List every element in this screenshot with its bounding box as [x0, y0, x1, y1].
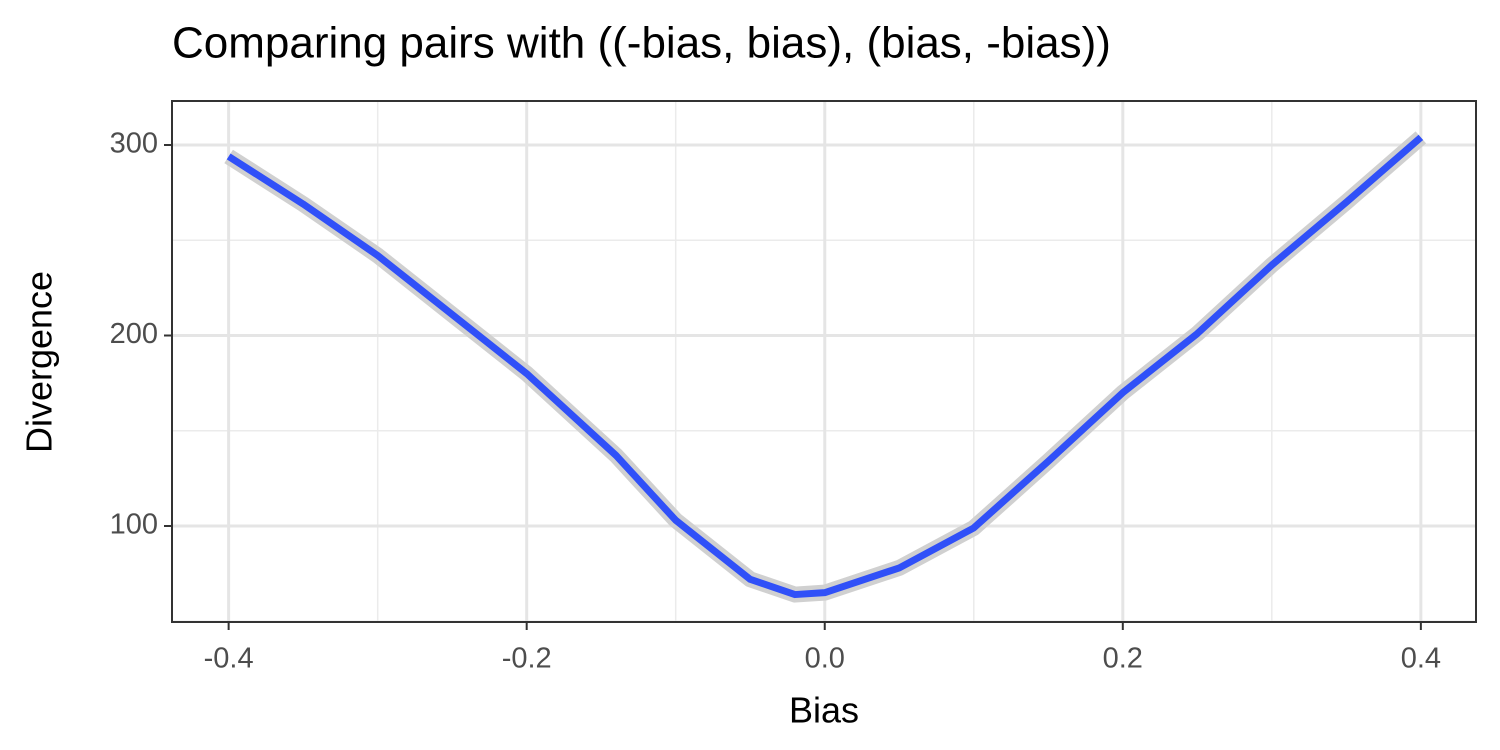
y-tick-label: 200	[110, 318, 158, 350]
y-axis-title: Divergence	[19, 271, 60, 453]
y-tick-label: 300	[110, 128, 158, 160]
x-axis-title: Bias	[789, 690, 859, 731]
y-tick-label: 100	[110, 509, 158, 541]
x-tick-label: -0.2	[502, 643, 552, 675]
x-tick-label: 0.2	[1103, 643, 1143, 675]
x-tick-label: 0.0	[805, 643, 845, 675]
chart-title: Comparing pairs with ((-bias, bias), (bi…	[172, 19, 1111, 68]
x-tick-label: -0.4	[204, 643, 254, 675]
x-tick-label: 0.4	[1401, 643, 1441, 675]
line	[226, 134, 1424, 599]
plot-border	[171, 100, 1477, 623]
